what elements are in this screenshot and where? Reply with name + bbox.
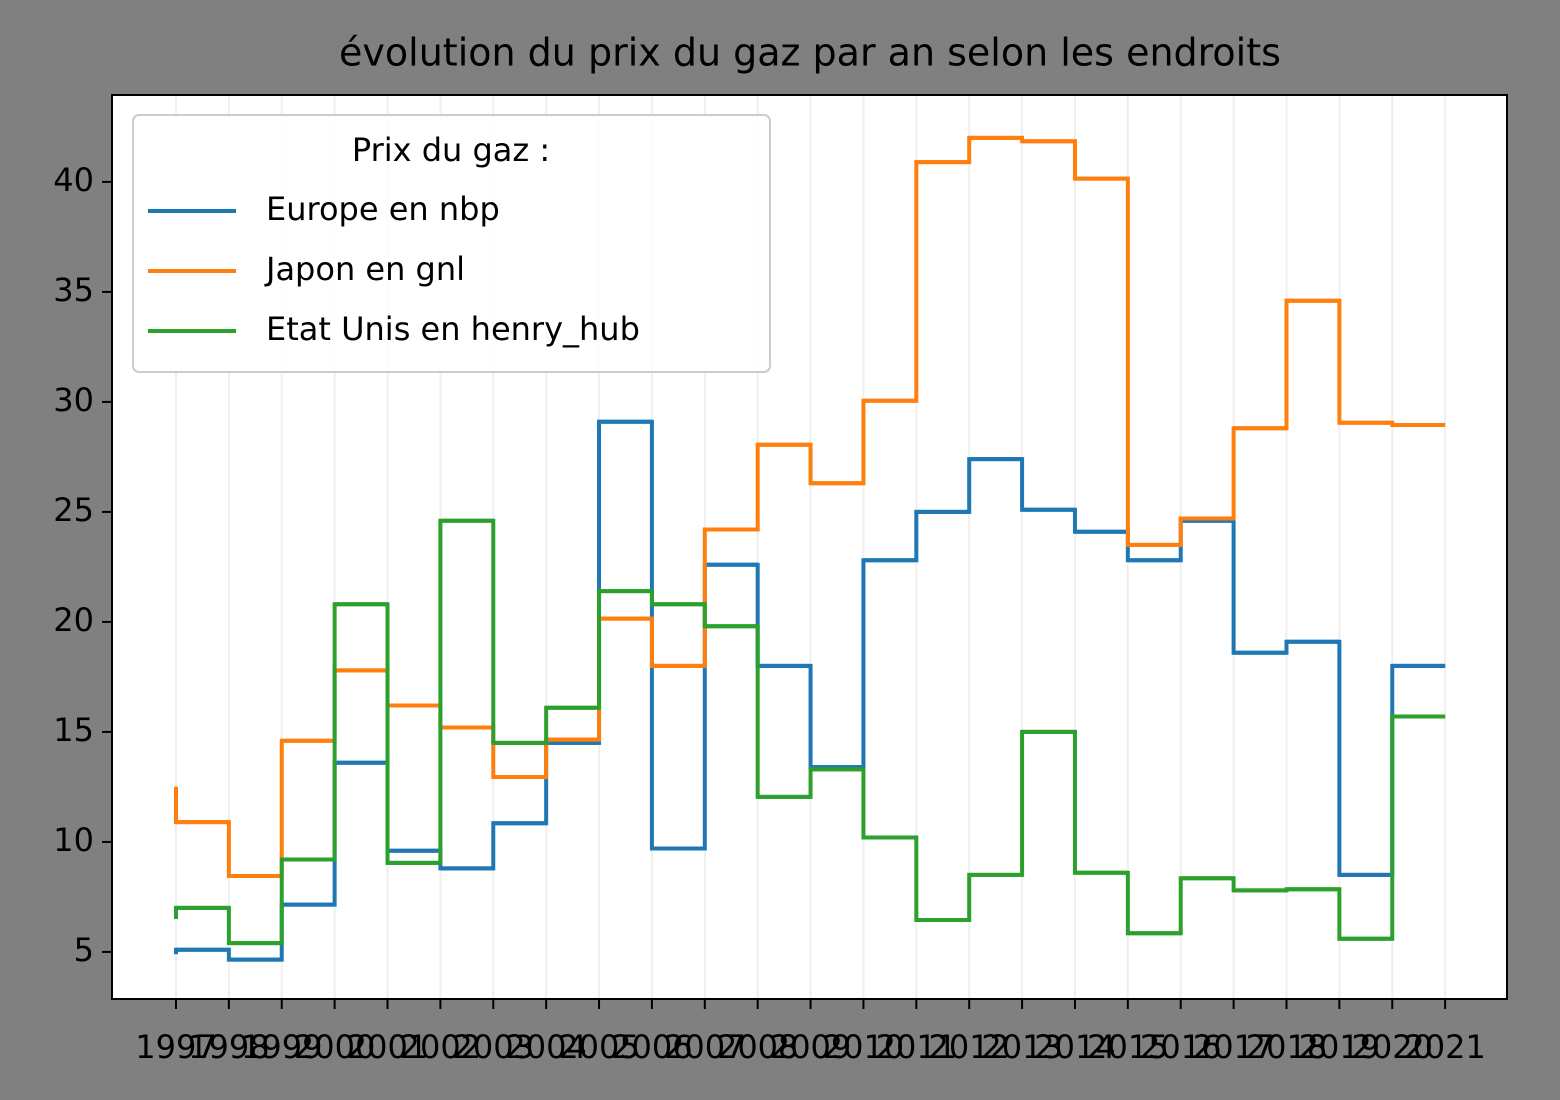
x-tick-label: 2017 (1193, 1028, 1274, 1066)
legend: Prix du gaz : Europe en nbp Japon en gnl E… (132, 114, 771, 373)
x-tick-label: 2008 (717, 1028, 798, 1066)
x-tick-label: 2010 (823, 1028, 904, 1066)
x-tick-label: 1998 (188, 1028, 269, 1066)
x-tick-label: 2009 (770, 1028, 851, 1066)
x-tick-label: 2015 (1087, 1028, 1168, 1066)
x-tick-label: 2020 (1352, 1028, 1433, 1066)
y-tick-label: 25 (53, 491, 94, 529)
y-tick-label: 20 (53, 601, 94, 639)
y-tick-label: 10 (53, 821, 94, 859)
x-tick-label: 2021 (1404, 1028, 1485, 1066)
x-tick-label: 2005 (558, 1028, 639, 1066)
x-tick-label: 2001 (347, 1028, 428, 1066)
x-tick-label: 1999 (241, 1028, 322, 1066)
axes-frame (111, 94, 1508, 1000)
plot (173, 135, 1446, 962)
y-tick-label: 35 (53, 271, 94, 309)
x-tick-label: 2012 (928, 1028, 1009, 1066)
legend-title: Prix du gaz : (352, 131, 550, 169)
y-tick-label: 30 (53, 381, 94, 419)
x-tick-label: 2000 (294, 1028, 375, 1066)
y-tick-label: 15 (53, 711, 94, 749)
step-connector (173, 518, 1446, 946)
x-tick-label: 1997 (135, 1028, 216, 1066)
legend-label: Etat Unis en henry_hub (266, 310, 640, 348)
x-tick-label: 2007 (664, 1028, 745, 1066)
x-tick-label: 2014 (1034, 1028, 1115, 1066)
y-tick-label: 40 (53, 161, 94, 199)
chart-title: évolution du prix du gaz par an selon le… (339, 31, 1281, 75)
legend-box (132, 114, 771, 373)
x-tick-label: 2018 (1246, 1028, 1327, 1066)
legend-label: Europe en nbp (266, 190, 500, 228)
x-tick-label: 2019 (1299, 1028, 1380, 1066)
x-tick-label: 2013 (981, 1028, 1062, 1066)
y-tick-label: 5 (74, 931, 94, 969)
x-tick-label: 2016 (1140, 1028, 1221, 1066)
x-tick-label: 2004 (505, 1028, 586, 1066)
x-tick-label: 2002 (400, 1028, 481, 1066)
x-tick-label: 2003 (453, 1028, 534, 1066)
x-tick-label: 2011 (876, 1028, 957, 1066)
legend-label: Japon en gnl (264, 250, 465, 288)
x-tick-label: 2006 (611, 1028, 692, 1066)
ticks: 1997199819992000200120022003200420052006… (53, 161, 1486, 1066)
